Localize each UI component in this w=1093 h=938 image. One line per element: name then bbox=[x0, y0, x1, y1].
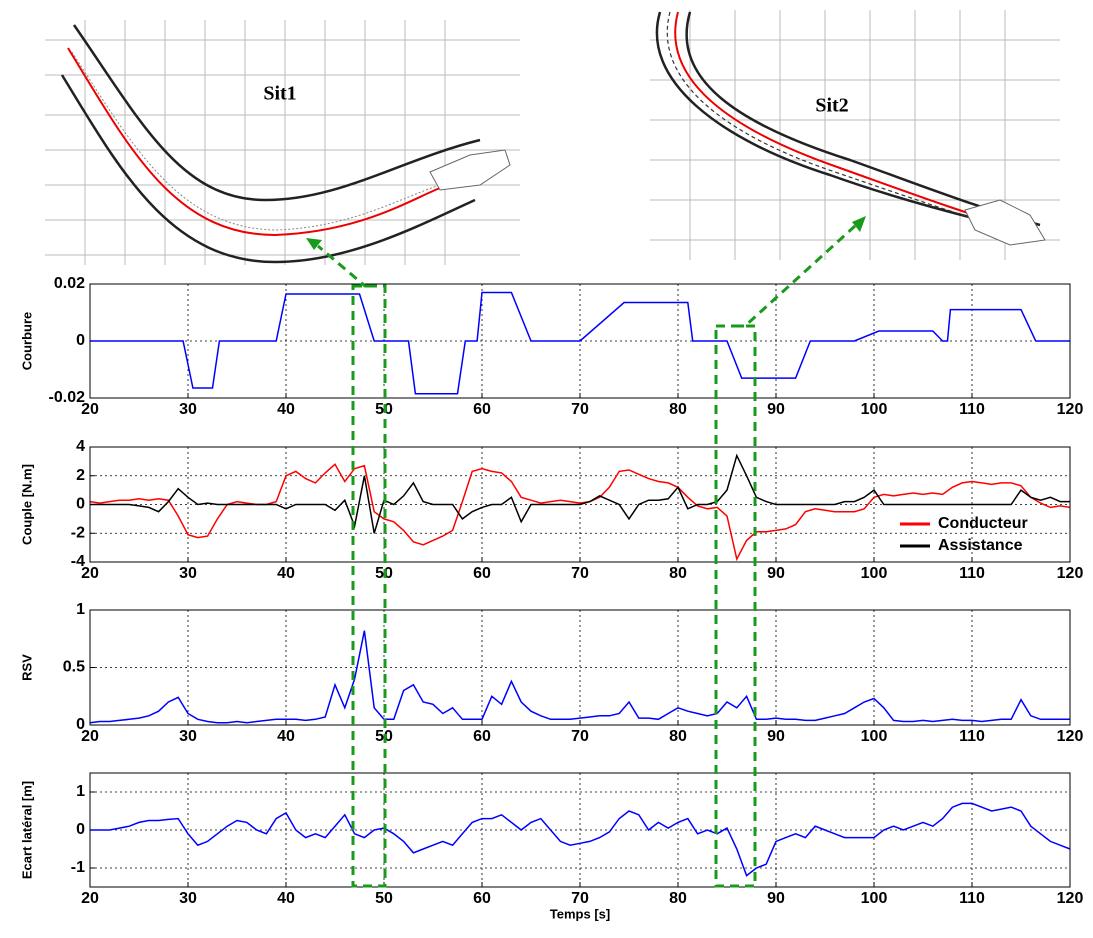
x-tick-label: 120 bbox=[1057, 728, 1084, 745]
x-tick-label: 40 bbox=[277, 401, 295, 418]
x-tick-label: 120 bbox=[1057, 565, 1084, 582]
plot-frame bbox=[89, 609, 1071, 726]
y-axis-label: RSV bbox=[19, 654, 34, 681]
x-tick-label: 70 bbox=[571, 401, 589, 418]
x-tick-label: 40 bbox=[277, 728, 295, 745]
x-tick-label: 90 bbox=[767, 565, 785, 582]
x-tick-label: 20 bbox=[81, 890, 99, 907]
x-tick-label: 70 bbox=[571, 728, 589, 745]
x-tick-label: 30 bbox=[179, 890, 197, 907]
x-tick-label: 90 bbox=[767, 401, 785, 418]
x-tick-label: 90 bbox=[767, 890, 785, 907]
sketch-sit2: Sit2 bbox=[650, 10, 1060, 260]
x-tick-label: 110 bbox=[959, 565, 985, 582]
arrow-head bbox=[852, 216, 866, 232]
x-tick-label: 50 bbox=[375, 890, 393, 907]
sketch-label: Sit1 bbox=[263, 83, 296, 105]
y-tick-label: -1 bbox=[71, 859, 85, 876]
x-tick-label: 70 bbox=[571, 890, 589, 907]
x-tick-label: 40 bbox=[277, 890, 295, 907]
x-tick-label: 100 bbox=[861, 728, 888, 745]
plot-frame bbox=[89, 446, 1071, 563]
arrow-head bbox=[306, 238, 322, 250]
x-tick-label: 80 bbox=[669, 890, 687, 907]
x-tick-label: 30 bbox=[179, 401, 197, 418]
y-tick-label: 0 bbox=[76, 821, 85, 838]
y-axis-label: Ecart latéral [m] bbox=[19, 781, 34, 879]
plot-frame bbox=[89, 283, 1071, 399]
y-tick-label: -0.02 bbox=[49, 389, 86, 406]
x-axis-label: Temps [s] bbox=[550, 906, 610, 921]
data-line bbox=[90, 802, 1071, 877]
highlight-boxes bbox=[317, 224, 857, 888]
x-tick-label: 80 bbox=[669, 728, 687, 745]
y-axis-label: Couple [N.m] bbox=[19, 464, 34, 545]
y-tick-label: -2 bbox=[71, 524, 85, 541]
x-tick-label: 100 bbox=[861, 890, 888, 907]
x-tick-label: 80 bbox=[669, 565, 687, 582]
x-tick-label: 110 bbox=[959, 890, 985, 907]
data-line bbox=[89, 630, 1070, 724]
sketch-sit1: Sit1 bbox=[45, 20, 520, 265]
y-tick-label: 4 bbox=[76, 438, 85, 455]
x-tick-label: 110 bbox=[959, 401, 985, 418]
x-tick-label: 60 bbox=[473, 728, 491, 745]
plot-frame bbox=[89, 772, 1071, 888]
y-tick-label: 2 bbox=[76, 467, 85, 484]
y-tick-label: 0 bbox=[76, 716, 85, 733]
y-tick-label: 1 bbox=[76, 783, 85, 800]
data-line bbox=[90, 291, 1070, 395]
x-tick-label: 20 bbox=[81, 565, 99, 582]
legend-label: Assistance bbox=[938, 537, 1023, 554]
y-axis-label: Courbure bbox=[19, 312, 34, 371]
data-line bbox=[90, 453, 1070, 534]
x-tick-label: 60 bbox=[473, 401, 491, 418]
x-tick-label: 60 bbox=[473, 890, 491, 907]
x-tick-label: 120 bbox=[1057, 890, 1084, 907]
legend-label: Conducteur bbox=[938, 515, 1028, 532]
x-tick-label: 100 bbox=[861, 401, 888, 418]
x-tick-label: 30 bbox=[179, 565, 197, 582]
y-tick-label: 0 bbox=[76, 332, 85, 349]
x-tick-label: 70 bbox=[571, 565, 589, 582]
x-tick-label: 90 bbox=[767, 728, 785, 745]
x-tick-label: 120 bbox=[1057, 401, 1084, 418]
x-tick-label: 20 bbox=[81, 728, 99, 745]
y-tick-label: 0.5 bbox=[63, 659, 85, 676]
x-tick-label: 80 bbox=[669, 401, 687, 418]
sketch-label: Sit2 bbox=[815, 95, 848, 117]
x-tick-label: 60 bbox=[473, 565, 491, 582]
x-tick-label: 20 bbox=[81, 401, 99, 418]
x-tick-label: 30 bbox=[179, 728, 197, 745]
y-tick-label: 0.02 bbox=[54, 275, 85, 292]
x-tick-label: 40 bbox=[277, 565, 295, 582]
x-tick-label: 110 bbox=[959, 728, 985, 745]
y-tick-label: -4 bbox=[71, 553, 85, 570]
x-tick-label: 100 bbox=[861, 565, 888, 582]
y-tick-label: 1 bbox=[76, 601, 85, 618]
y-tick-label: 0 bbox=[76, 496, 85, 513]
